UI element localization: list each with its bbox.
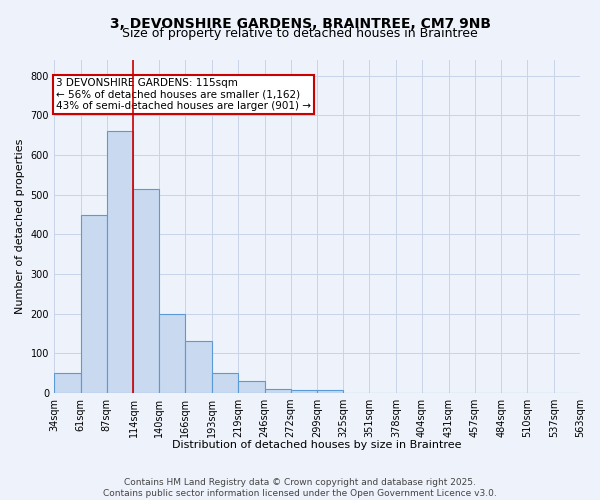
Text: Size of property relative to detached houses in Braintree: Size of property relative to detached ho… (122, 28, 478, 40)
Bar (317, 390, 343, 393)
Bar (81, 214, 107, 393)
Bar (238, 381, 265, 393)
Bar (160, 314, 185, 393)
Text: Contains HM Land Registry data © Crown copyright and database right 2025.
Contai: Contains HM Land Registry data © Crown c… (103, 478, 497, 498)
Bar (290, 390, 317, 393)
Bar (212, 373, 238, 393)
Text: 3, DEVONSHIRE GARDENS, BRAINTREE, CM7 9NB: 3, DEVONSHIRE GARDENS, BRAINTREE, CM7 9N… (110, 18, 491, 32)
Text: 3 DEVONSHIRE GARDENS: 115sqm
← 56% of detached houses are smaller (1,162)
43% of: 3 DEVONSHIRE GARDENS: 115sqm ← 56% of de… (56, 78, 311, 111)
Bar (107, 132, 133, 393)
Y-axis label: Number of detached properties: Number of detached properties (15, 138, 25, 314)
Bar (133, 189, 160, 393)
Bar (185, 342, 212, 393)
X-axis label: Distribution of detached houses by size in Braintree: Distribution of detached houses by size … (172, 440, 462, 450)
Bar (54, 373, 81, 393)
Bar (265, 389, 290, 393)
